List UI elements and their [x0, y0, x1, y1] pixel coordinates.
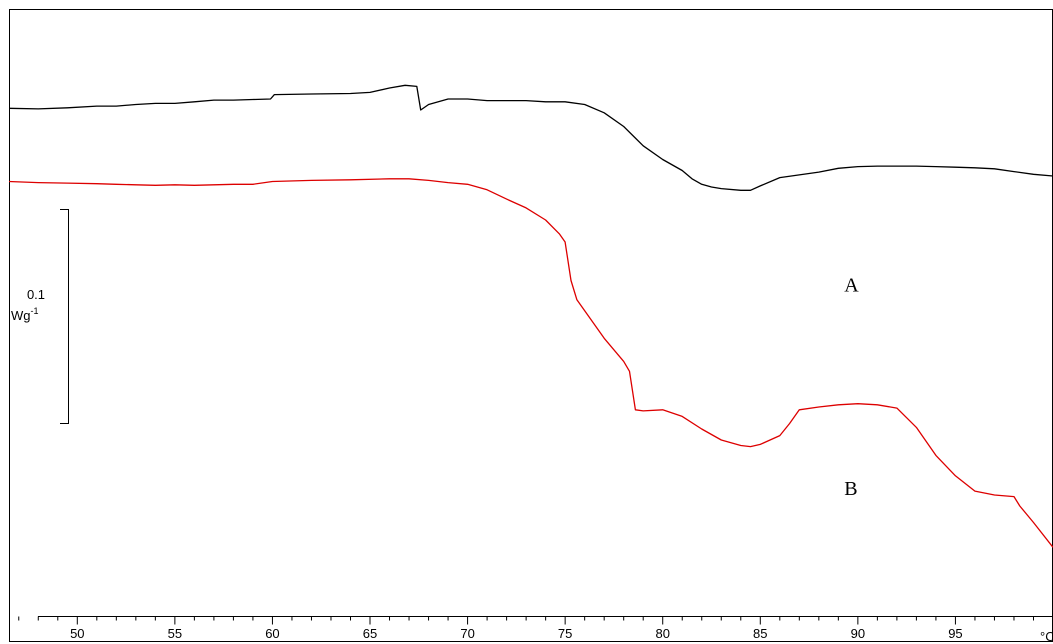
x-tick-label: 95 — [948, 626, 962, 641]
x-axis: 50 55 60 65 70 75 80 85 90 95 — [18, 616, 1053, 641]
scale-bar-unit-exponent: -1 — [31, 306, 39, 316]
x-tick-label: 50 — [70, 626, 84, 641]
x-tick-label: 75 — [558, 626, 572, 641]
chart-frame — [9, 9, 1053, 642]
series-label-a: A — [844, 275, 859, 297]
x-axis-unit: °C — [1040, 629, 1053, 644]
scale-bar-value: 0.1 — [27, 287, 45, 302]
x-tick-label: 90 — [851, 626, 865, 641]
series-label-b: B — [844, 478, 857, 500]
series-line-a — [8, 84, 1053, 191]
series-line-b — [8, 178, 1053, 548]
x-tick-label: 65 — [363, 626, 377, 641]
plot-series: AB — [8, 84, 1053, 548]
scale-bar-unit-base: Wg — [11, 308, 31, 323]
x-tick-label: 60 — [265, 626, 279, 641]
x-tick-label: 85 — [753, 626, 767, 641]
scale-bar-unit: Wg-1 — [11, 306, 39, 323]
scale-bar: 0.1 Wg-1 — [11, 209, 69, 424]
x-tick-label: 55 — [168, 626, 182, 641]
x-tick-label: 80 — [655, 626, 669, 641]
x-tick-label: 70 — [460, 626, 474, 641]
